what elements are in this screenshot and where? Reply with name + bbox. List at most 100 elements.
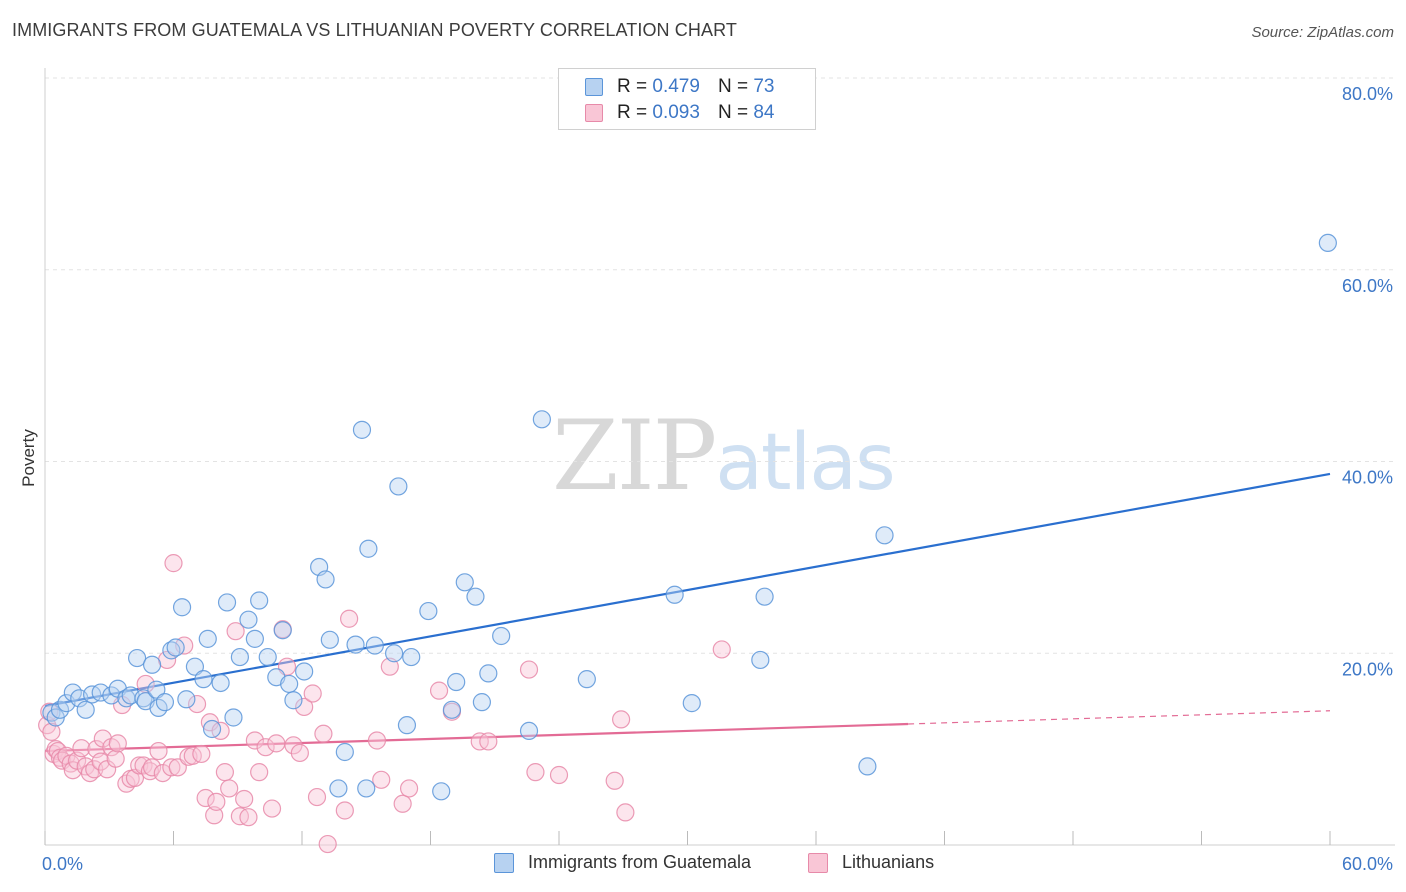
- lithuanian-point: [262, 799, 282, 818]
- lithuanian-point: [616, 803, 635, 822]
- guatemala-point: [239, 610, 258, 629]
- guatemala-point: [352, 420, 372, 439]
- lithuanian-point: [367, 731, 387, 750]
- legend-n-value: 73: [753, 76, 775, 97]
- data-points: [38, 233, 1337, 854]
- guatemala-point: [346, 635, 365, 654]
- legend-item-guatemala[interactable]: Immigrants from Guatemala: [494, 852, 751, 873]
- guatemala-point: [211, 673, 230, 693]
- guatemala-point: [492, 626, 511, 646]
- guatemala-point: [577, 670, 596, 689]
- lithuanian-point: [303, 684, 322, 703]
- guatemala-point: [442, 700, 462, 719]
- guatemala-point: [682, 694, 701, 713]
- legend-swatch-guatemala: [585, 78, 603, 96]
- guatemala-point: [532, 410, 551, 429]
- legend-row-lithuanians: R = 0.093 N = 84: [585, 100, 774, 126]
- lithuanian-point: [335, 801, 354, 820]
- legend-n-label: N =: [717, 76, 749, 97]
- guatemala-point: [389, 477, 408, 496]
- guatemala-point: [419, 601, 438, 621]
- chart-title: IMMIGRANTS FROM GUATEMALA VS LITHUANIAN …: [12, 20, 737, 40]
- lithuanian-point: [314, 724, 333, 743]
- guatemala-point: [202, 719, 222, 739]
- guatemala-point: [198, 629, 217, 648]
- x-tick-label: 60.0%: [1342, 854, 1393, 874]
- guatemala-point: [245, 629, 264, 648]
- gridlines: [45, 77, 1395, 654]
- axes: [44, 68, 1395, 846]
- guatemala-point: [134, 689, 153, 708]
- guatemala-point: [155, 693, 175, 712]
- watermark: ZIPatlas: [552, 400, 896, 512]
- lithuanian-point: [399, 779, 419, 798]
- lithuanian-point: [235, 789, 254, 809]
- y-tick-label: 40.0%: [1342, 468, 1393, 488]
- lithuanian-point: [226, 622, 245, 641]
- guatemala-point: [320, 630, 339, 649]
- guatemala-point: [447, 672, 466, 692]
- trend-lines: [44, 472, 1331, 753]
- guatemala-point: [166, 638, 185, 657]
- lithuanian-point: [267, 734, 286, 753]
- legend-label-lithuanians: Lithuanians: [842, 852, 935, 872]
- guatemala-point: [519, 721, 539, 741]
- lithuanian-point: [519, 660, 539, 679]
- guatemala-point: [472, 693, 491, 712]
- guatemala-point: [665, 585, 684, 604]
- guatemala-point: [384, 644, 404, 663]
- watermark-atlas: atlas: [715, 418, 895, 508]
- legend-r-value: 0.093: [652, 102, 700, 123]
- guatemala-point: [172, 598, 192, 617]
- guatemala-point: [755, 587, 774, 606]
- legend-item-lithuanians[interactable]: Lithuanians: [808, 852, 934, 873]
- guatemala-point: [185, 657, 205, 676]
- guatemala-point: [147, 680, 166, 699]
- lithuanian-point: [72, 739, 91, 758]
- lithuanian-point: [295, 697, 314, 717]
- lithuanian-point: [42, 722, 61, 741]
- lithuanian-point: [549, 765, 569, 785]
- guatemala-point: [50, 700, 70, 719]
- guatemala-point: [335, 742, 354, 762]
- tick-labels: 20.0% 40.0% 60.0% 80.0% 0.0% 60.0%: [42, 84, 1393, 874]
- lithuanian-point: [48, 741, 67, 761]
- lithuanian-point: [605, 771, 624, 790]
- guatemala-trend-line: [44, 472, 1331, 708]
- legend-r-value: 0.479: [652, 76, 700, 97]
- stats-legend: R = 0.479 N = 73 R = 0.093 N = 84: [558, 68, 816, 130]
- lithuanian-point: [307, 787, 327, 807]
- lithuanian-point: [108, 734, 127, 753]
- lithuanian-point: [142, 758, 162, 777]
- legend-row-guatemala: R = 0.479 N = 73: [585, 74, 774, 100]
- lithuanian-point: [239, 808, 258, 827]
- guatemala-point: [177, 690, 196, 709]
- lithuanian-point: [290, 743, 309, 763]
- lithuanian-point: [393, 794, 412, 813]
- lithuanian-point: [205, 806, 224, 825]
- lithuanian-point: [207, 792, 226, 811]
- guatemala-point: [455, 573, 474, 592]
- guatemala-point: [76, 700, 95, 719]
- lithuanian-point: [318, 834, 337, 854]
- legend-swatch-lithuanians: [585, 104, 603, 122]
- lithuanian-point: [380, 657, 399, 676]
- y-tick-label: 80.0%: [1342, 84, 1393, 104]
- lithuanian-point: [712, 640, 731, 659]
- lithuanian-point: [164, 554, 183, 573]
- guatemala-point: [102, 686, 121, 705]
- guatemala-point: [280, 674, 299, 694]
- lithuanian-point: [479, 732, 498, 751]
- legend-r-label: R =: [617, 76, 648, 97]
- lithuanian-point: [187, 694, 207, 714]
- lithuanian-point: [526, 763, 545, 782]
- legend-swatch-guatemala: [494, 852, 514, 873]
- y-axis-label: Poverty: [19, 429, 38, 487]
- guatemala-point: [230, 647, 249, 667]
- legend-r-label: R =: [617, 102, 648, 123]
- guatemala-point: [250, 591, 269, 610]
- guatemala-point: [284, 691, 303, 710]
- source-credit: Source: ZipAtlas.com: [1251, 24, 1394, 41]
- lithuanian-trend-extension: [908, 710, 1331, 725]
- x-tick-label: 0.0%: [42, 854, 83, 874]
